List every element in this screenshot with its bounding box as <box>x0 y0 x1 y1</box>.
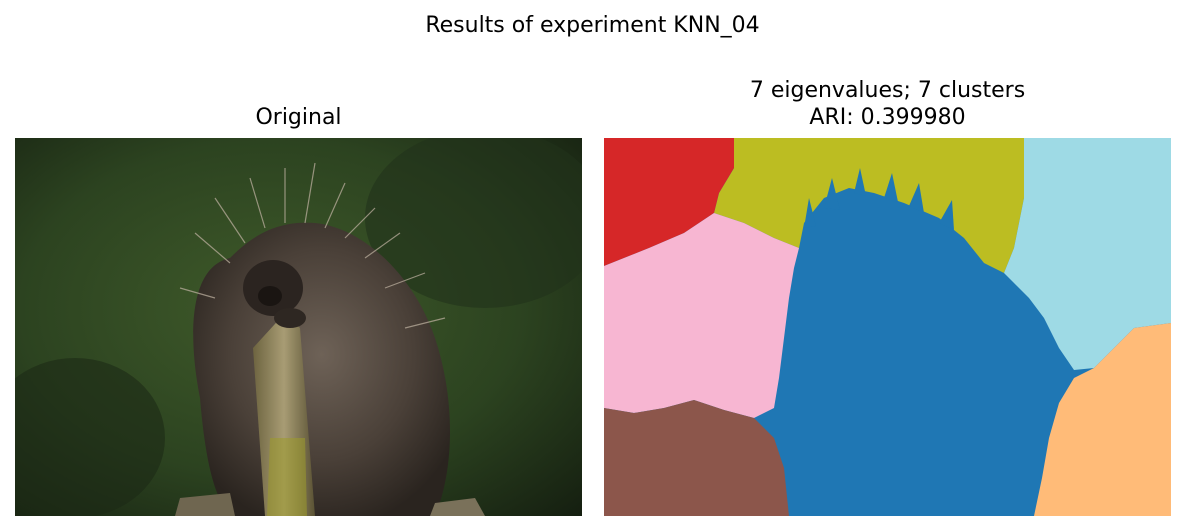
cluster-region-lightblue <box>1004 138 1171 370</box>
porcupine-photo <box>15 138 582 516</box>
cluster-region-peach <box>1034 323 1171 516</box>
segmentation-title-line1: 7 eigenvalues; 7 clusters <box>749 78 1026 103</box>
segmentation-map <box>604 138 1171 516</box>
figure-suptitle: Results of experiment KNN_04 <box>425 13 760 38</box>
original-image <box>15 138 582 516</box>
cluster-region-brown <box>604 400 789 516</box>
segmentation-image <box>604 138 1171 516</box>
cluster-region-pink <box>604 213 799 418</box>
segmentation-title-line2: ARI: 0.399980 <box>809 105 966 130</box>
cluster-region-red <box>604 138 734 266</box>
cluster-region-olive <box>714 138 1024 273</box>
cluster-boundary-spikes <box>804 168 954 230</box>
original-panel-title: Original <box>255 105 342 130</box>
segmentation-panel-title: 7 eigenvalues; 7 clusters ARI: 0.399980 <box>604 77 1171 131</box>
